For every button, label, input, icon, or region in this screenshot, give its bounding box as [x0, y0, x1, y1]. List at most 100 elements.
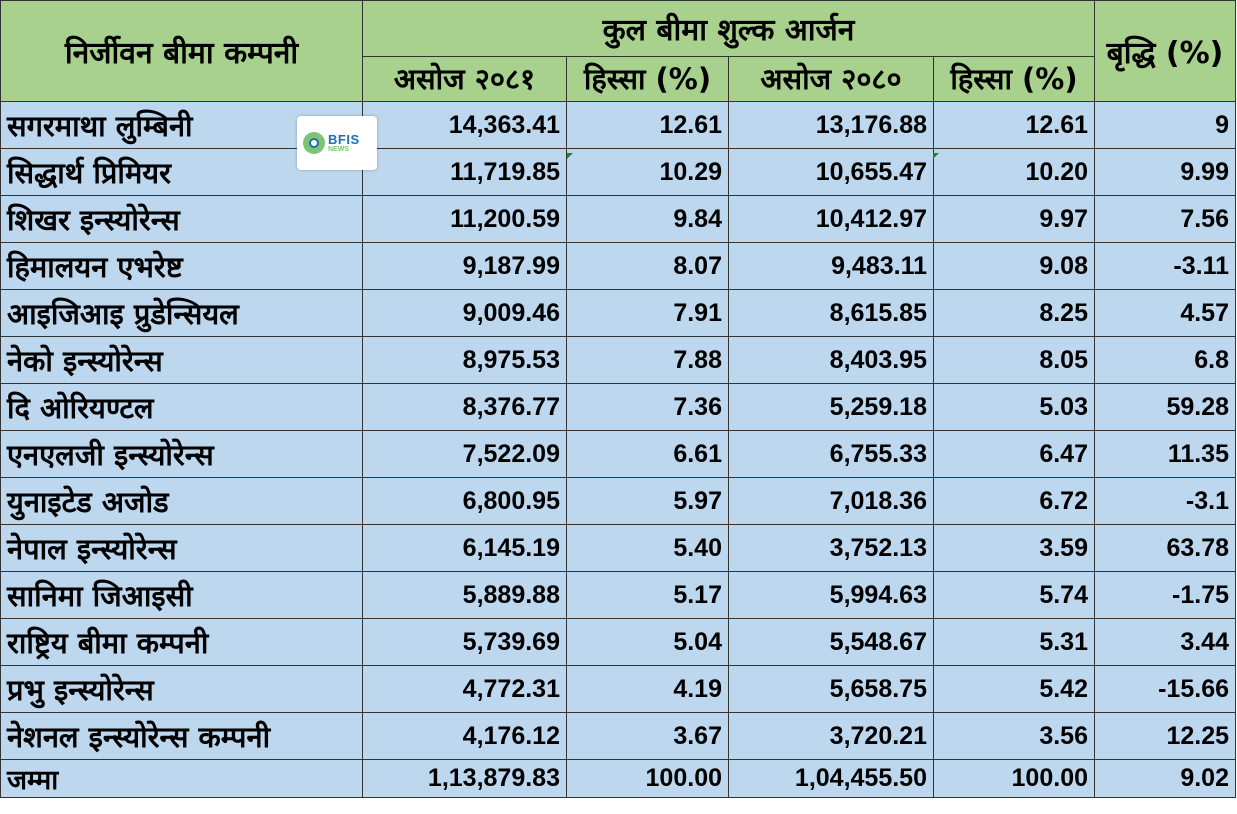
table-row: आइजिआइ प्रुडेन्सियल 9,009.46 7.91 8,615.85 8…: [0, 289, 1236, 337]
table-row: सिद्धार्थ प्रिमियर 11,719.85 10.29 10,655.4…: [0, 148, 1236, 196]
table-row: सानिमा जिआइसी 5,889.88 5.17 5,994.63 5.74 -1.…: [0, 571, 1236, 619]
premium-2080-cell: 3,720.21: [728, 712, 934, 760]
table-row: नेपाल इन्स्योरेन्स 6,145.19 5.40 3,752.13 3.…: [0, 524, 1236, 572]
insurance-premium-table: निर्जीवन बीमा कम्पनी कुल बीमा शुल्क आर्ज…: [0, 0, 1236, 798]
company-name-cell: जम्मा: [0, 759, 363, 798]
premium-2080-cell: 5,994.63: [728, 571, 934, 619]
share-2081-cell: 4.19: [566, 665, 729, 713]
premium-2081-cell: 5,889.88: [362, 571, 567, 619]
share-2080-cell: 8.25: [933, 289, 1095, 337]
growth-cell: 4.57: [1094, 289, 1236, 337]
share-2081-cell: 9.84: [566, 195, 729, 243]
share-2080-cell: 3.59: [933, 524, 1095, 572]
company-name-cell: एनएलजी इन्स्योरेन्स: [0, 430, 363, 478]
growth-cell: 12.25: [1094, 712, 1236, 760]
share-2081-cell: 12.61: [566, 101, 729, 149]
share-2081-cell: 5.40: [566, 524, 729, 572]
growth-cell: 9.02: [1094, 759, 1236, 798]
table-row: शिखर इन्स्योरेन्स 11,200.59 9.84 10,412.97 9…: [0, 195, 1236, 243]
growth-cell: -1.75: [1094, 571, 1236, 619]
table-row: राष्ट्रिय बीमा कम्पनी 5,739.69 5.04 5,548.6…: [0, 618, 1236, 666]
premium-2081-cell: 9,187.99: [362, 242, 567, 290]
share-2080-cell: 5.03: [933, 383, 1095, 431]
cell-comment-marker-icon: [567, 153, 573, 159]
growth-cell: 11.35: [1094, 430, 1236, 478]
table-row: युनाइटेड अजोड 6,800.95 5.97 7,018.36 6.72 -3.…: [0, 477, 1236, 525]
premium-2081-cell: 11,719.85: [362, 148, 567, 196]
share-2080-cell: 9.08: [933, 242, 1095, 290]
growth-cell: 3.44: [1094, 618, 1236, 666]
share-2081-cell: 8.07: [566, 242, 729, 290]
share-2080-cell: 12.61: [933, 101, 1095, 149]
share-2081-cell: 7.91: [566, 289, 729, 337]
growth-cell: 63.78: [1094, 524, 1236, 572]
premium-2080-cell: 10,655.47: [728, 148, 934, 196]
premium-2081-cell: 11,200.59: [362, 195, 567, 243]
premium-2080-cell: 5,548.67: [728, 618, 934, 666]
cell-comment-marker-icon: [933, 153, 939, 159]
table-row: प्रभु इन्स्योरेन्स 4,772.31 4.19 5,658.75 5.…: [0, 665, 1236, 713]
premium-2081-cell: 1,13,879.83: [362, 759, 567, 798]
company-name-cell: नेपाल इन्स्योरेन्स: [0, 524, 363, 572]
premium-group-header: कुल बीमा शुल्क आर्जन: [362, 0, 1095, 57]
growth-header: बृद्धि (%): [1094, 0, 1236, 102]
company-name-cell: सानिमा जिआइसी: [0, 571, 363, 619]
premium-2081-cell: 4,176.12: [362, 712, 567, 760]
share-2081-cell: 3.67: [566, 712, 729, 760]
share-2081-cell: 5.97: [566, 477, 729, 525]
growth-cell: 6.8: [1094, 336, 1236, 384]
premium-2081-cell: 8,975.53: [362, 336, 567, 384]
share-2080-cell: 5.74: [933, 571, 1095, 619]
premium-2080-cell: 13,176.88: [728, 101, 934, 149]
premium-2081-cell: 4,772.31: [362, 665, 567, 713]
company-name-cell: नेशनल इन्स्योरेन्स कम्पनी: [0, 712, 363, 760]
company-name-cell: नेको इन्स्योरेन्स: [0, 336, 363, 384]
share-2081-cell: 5.17: [566, 571, 729, 619]
share-2080-cell: 3.56: [933, 712, 1095, 760]
share-2081-cell: 10.29: [566, 148, 729, 196]
premium-2081-cell: 8,376.77: [362, 383, 567, 431]
share-2081-header: हिस्सा (%): [566, 55, 729, 103]
logo-text: BFIS: [328, 132, 360, 147]
company-name-cell: राष्ट्रिय बीमा कम्पनी: [0, 618, 363, 666]
premium-2081-cell: 6,800.95: [362, 477, 567, 525]
premium-2080-cell: 7,018.36: [728, 477, 934, 525]
premium-2081-cell: 14,363.41: [362, 101, 567, 149]
company-name-cell: आइजिआइ प्रुडेन्सियल: [0, 289, 363, 337]
share-2081-cell: 7.88: [566, 336, 729, 384]
share-2080-header: हिस्सा (%): [933, 55, 1095, 103]
share-2081-cell: 6.61: [566, 430, 729, 478]
premium-2080-cell: 3,752.13: [728, 524, 934, 572]
share-2080-cell: 5.31: [933, 618, 1095, 666]
table-row: नेशनल इन्स्योरेन्स कम्पनी 4,176.12 3.67 3,7…: [0, 712, 1236, 760]
growth-cell: 9.99: [1094, 148, 1236, 196]
premium-2080-cell: 9,483.11: [728, 242, 934, 290]
premium-2080-cell: 8,615.85: [728, 289, 934, 337]
table-body: सगरमाथा लुम्बिनी 14,363.41 12.61 13,176.88 1…: [0, 101, 1236, 798]
share-2080-cell: 8.05: [933, 336, 1095, 384]
bfis-logo-icon: [303, 132, 325, 154]
company-header: निर्जीवन बीमा कम्पनी: [0, 0, 363, 102]
premium-2080-cell: 1,04,455.50: [728, 759, 934, 798]
growth-cell: 59.28: [1094, 383, 1236, 431]
logo-subtext: NEWS: [328, 146, 349, 153]
growth-cell: -15.66: [1094, 665, 1236, 713]
premium-2080-cell: 6,755.33: [728, 430, 934, 478]
share-2080-cell: 9.97: [933, 195, 1095, 243]
total-row: जम्मा 1,13,879.83 100.00 1,04,455.50 100.00 9…: [0, 759, 1236, 798]
premium-2081-cell: 6,145.19: [362, 524, 567, 572]
share-2081-cell: 100.00: [566, 759, 729, 798]
table-row: सगरमाथा लुम्बिनी 14,363.41 12.61 13,176.88 1…: [0, 101, 1236, 149]
table-row: दि ओरियण्टल 8,376.77 7.36 5,259.18 5.03 59.28: [0, 383, 1236, 431]
table-row: नेको इन्स्योरेन्स 8,975.53 7.88 8,403.95 8.0…: [0, 336, 1236, 384]
premium-2080-cell: 5,259.18: [728, 383, 934, 431]
share-2080-cell: 100.00: [933, 759, 1095, 798]
growth-cell: -3.11: [1094, 242, 1236, 290]
premium-2080-header: असोज २०८०: [728, 55, 934, 103]
premium-2081-cell: 7,522.09: [362, 430, 567, 478]
premium-2080-cell: 10,412.97: [728, 195, 934, 243]
share-2081-cell: 5.04: [566, 618, 729, 666]
premium-2081-cell: 9,009.46: [362, 289, 567, 337]
premium-2080-cell: 5,658.75: [728, 665, 934, 713]
